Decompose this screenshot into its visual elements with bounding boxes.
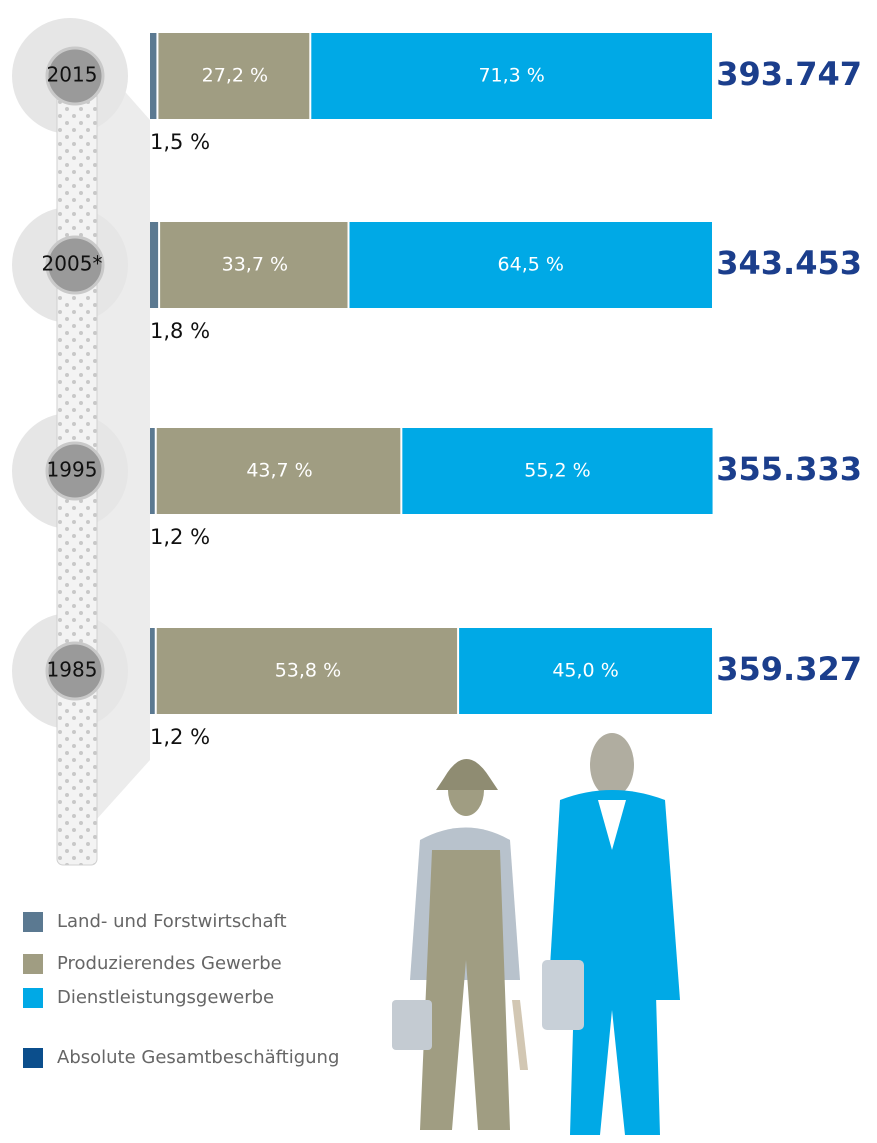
year-label: 2015 — [47, 63, 98, 87]
legend-swatch — [23, 1048, 43, 1068]
legend-label: Land- und Forstwirtschaft — [57, 911, 287, 932]
value-label: 53,8 % — [275, 660, 341, 682]
total-label: 343.453 — [716, 244, 862, 282]
value-label: 43,7 % — [246, 460, 312, 482]
legend-swatch — [23, 954, 43, 974]
bar-segment — [156, 628, 458, 714]
value-label: 1,5 % — [150, 130, 210, 154]
year-knob — [45, 441, 105, 501]
legend-label: Dienstleistungsgewerbe — [57, 987, 274, 1008]
bar-segment — [160, 222, 348, 308]
year-knob — [45, 235, 105, 295]
total-label: 359.327 — [716, 650, 862, 688]
legend-swatch — [23, 912, 43, 932]
worker-figure — [392, 759, 528, 1130]
value-label: 55,2 % — [524, 460, 590, 482]
legend-swatch — [23, 988, 43, 1008]
value-label: 1,2 % — [150, 725, 210, 749]
year-knob — [45, 46, 105, 106]
value-label: 27,2 % — [202, 65, 268, 87]
bar-segment — [150, 222, 159, 308]
year-label: 1995 — [47, 458, 98, 482]
bar-segment — [150, 428, 155, 514]
value-label: 71,3 % — [478, 65, 544, 87]
bar-segment — [150, 628, 155, 714]
year-label: 2005* — [42, 252, 103, 276]
value-label: 45,0 % — [552, 660, 618, 682]
value-label: 1,2 % — [150, 525, 210, 549]
bar-segment — [150, 33, 157, 119]
total-label: 393.747 — [716, 55, 862, 93]
legend-label: Absolute Gesamtbeschäftigung — [57, 1047, 339, 1068]
bar-segment — [459, 628, 712, 714]
year-label: 1985 — [47, 658, 98, 682]
bar-segment — [402, 428, 713, 514]
value-label: 1,8 % — [150, 319, 210, 343]
businessman-figure — [542, 733, 680, 1135]
bar-segment — [311, 33, 712, 119]
value-label: 64,5 % — [498, 254, 564, 276]
value-label: 33,7 % — [222, 254, 288, 276]
year-knob — [45, 641, 105, 701]
legend-label: Produzierendes Gewerbe — [57, 953, 282, 974]
bar-segment — [158, 33, 310, 119]
bar-segment — [156, 428, 401, 514]
total-label: 355.333 — [716, 450, 862, 488]
bar-segment — [349, 222, 712, 308]
